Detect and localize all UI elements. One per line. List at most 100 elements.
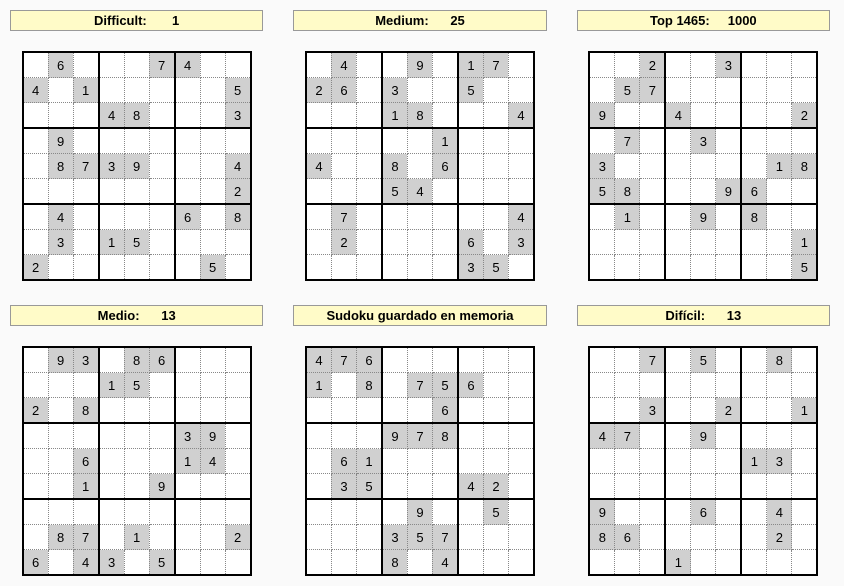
sudoku-cell[interactable] [432, 230, 458, 255]
sudoku-cell[interactable] [741, 78, 767, 103]
sudoku-cell[interactable] [73, 204, 99, 230]
sudoku-cell[interactable]: 1 [99, 230, 125, 255]
sudoku-cell[interactable] [589, 52, 615, 78]
sudoku-cell[interactable] [665, 179, 691, 205]
sudoku-cell[interactable] [508, 550, 534, 576]
sudoku-cell[interactable] [458, 347, 484, 373]
sudoku-cell[interactable] [792, 347, 818, 373]
sudoku-cell[interactable]: 6 [458, 373, 484, 398]
sudoku-cell[interactable] [382, 230, 408, 255]
sudoku-cell[interactable] [73, 179, 99, 205]
sudoku-cell[interactable] [99, 499, 125, 525]
sudoku-cell[interactable]: 8 [407, 103, 432, 129]
sudoku-cell[interactable] [23, 347, 49, 373]
sudoku-cell[interactable]: 1 [382, 103, 408, 129]
sudoku-cell[interactable] [48, 398, 73, 424]
sudoku-cell[interactable]: 1 [124, 525, 149, 550]
sudoku-cell[interactable] [767, 373, 792, 398]
sudoku-cell[interactable] [23, 179, 49, 205]
sudoku-cell[interactable] [306, 255, 332, 281]
sudoku-cell[interactable] [767, 230, 792, 255]
sudoku-cell[interactable] [615, 398, 640, 424]
sudoku-cell[interactable] [458, 128, 484, 154]
sudoku-cell[interactable] [356, 525, 382, 550]
sudoku-cell[interactable] [73, 52, 99, 78]
sudoku-cell[interactable] [331, 128, 356, 154]
sudoku-cell[interactable] [792, 52, 818, 78]
sudoku-cell[interactable] [225, 449, 251, 474]
sudoku-cell[interactable] [741, 230, 767, 255]
sudoku-cell[interactable] [175, 474, 201, 500]
sudoku-cell[interactable] [175, 255, 201, 281]
sudoku-cell[interactable] [124, 499, 149, 525]
sudoku-cell[interactable] [331, 499, 356, 525]
sudoku-cell[interactable] [331, 550, 356, 576]
sudoku-cell[interactable] [458, 525, 484, 550]
sudoku-cell[interactable] [615, 52, 640, 78]
sudoku-cell[interactable] [356, 52, 382, 78]
sudoku-cell[interactable] [767, 474, 792, 500]
sudoku-cell[interactable]: 6 [432, 398, 458, 424]
sudoku-cell[interactable] [23, 525, 49, 550]
sudoku-cell[interactable]: 9 [716, 179, 742, 205]
sudoku-cell[interactable] [640, 525, 666, 550]
sudoku-cell[interactable] [483, 179, 508, 205]
sudoku-cell[interactable] [175, 398, 201, 424]
sudoku-cell[interactable] [432, 499, 458, 525]
sudoku-cell[interactable] [73, 373, 99, 398]
sudoku-cell[interactable] [99, 179, 125, 205]
sudoku-cell[interactable] [589, 230, 615, 255]
sudoku-cell[interactable]: 8 [589, 525, 615, 550]
sudoku-cell[interactable] [716, 449, 742, 474]
sudoku-cell[interactable] [200, 128, 225, 154]
sudoku-cell[interactable]: 1 [458, 52, 484, 78]
sudoku-cell[interactable] [741, 525, 767, 550]
sudoku-cell[interactable] [175, 230, 201, 255]
sudoku-cell[interactable]: 9 [382, 423, 408, 449]
sudoku-cell[interactable]: 1 [615, 204, 640, 230]
sudoku-cell[interactable]: 9 [48, 128, 73, 154]
sudoku-cell[interactable] [175, 373, 201, 398]
sudoku-cell[interactable] [23, 474, 49, 500]
sudoku-cell[interactable]: 8 [382, 550, 408, 576]
sudoku-cell[interactable] [741, 128, 767, 154]
sudoku-cell[interactable] [508, 347, 534, 373]
sudoku-cell[interactable]: 8 [741, 204, 767, 230]
sudoku-cell[interactable] [508, 423, 534, 449]
sudoku-cell[interactable] [432, 255, 458, 281]
sudoku-cell[interactable]: 3 [691, 128, 716, 154]
sudoku-cell[interactable] [665, 255, 691, 281]
sudoku-cell[interactable] [691, 550, 716, 576]
sudoku-cell[interactable] [508, 255, 534, 281]
sudoku-cell[interactable] [432, 347, 458, 373]
sudoku-cell[interactable]: 5 [149, 550, 175, 576]
sudoku-cell[interactable] [175, 550, 201, 576]
sudoku-cell[interactable] [432, 449, 458, 474]
sudoku-cell[interactable] [792, 128, 818, 154]
sudoku-cell[interactable] [691, 255, 716, 281]
sudoku-cell[interactable] [200, 550, 225, 576]
sudoku-cell[interactable]: 7 [407, 373, 432, 398]
sudoku-cell[interactable] [508, 78, 534, 103]
sudoku-cell[interactable]: 4 [331, 52, 356, 78]
sudoku-cell[interactable]: 1 [73, 474, 99, 500]
sudoku-cell[interactable]: 5 [483, 499, 508, 525]
sudoku-cell[interactable]: 7 [407, 423, 432, 449]
sudoku-cell[interactable]: 8 [124, 103, 149, 129]
sudoku-cell[interactable] [665, 347, 691, 373]
sudoku-cell[interactable] [200, 499, 225, 525]
sudoku-cell[interactable] [331, 423, 356, 449]
sudoku-cell[interactable] [691, 449, 716, 474]
sudoku-cell[interactable] [200, 52, 225, 78]
sudoku-cell[interactable] [508, 179, 534, 205]
sudoku-cell[interactable] [741, 398, 767, 424]
sudoku-cell[interactable] [640, 449, 666, 474]
sudoku-cell[interactable]: 4 [432, 550, 458, 576]
sudoku-cell[interactable]: 4 [767, 499, 792, 525]
sudoku-cell[interactable]: 3 [99, 154, 125, 179]
sudoku-cell[interactable] [716, 230, 742, 255]
sudoku-cell[interactable] [716, 103, 742, 129]
sudoku-cell[interactable] [225, 474, 251, 500]
sudoku-cell[interactable] [640, 128, 666, 154]
sudoku-cell[interactable]: 3 [382, 78, 408, 103]
